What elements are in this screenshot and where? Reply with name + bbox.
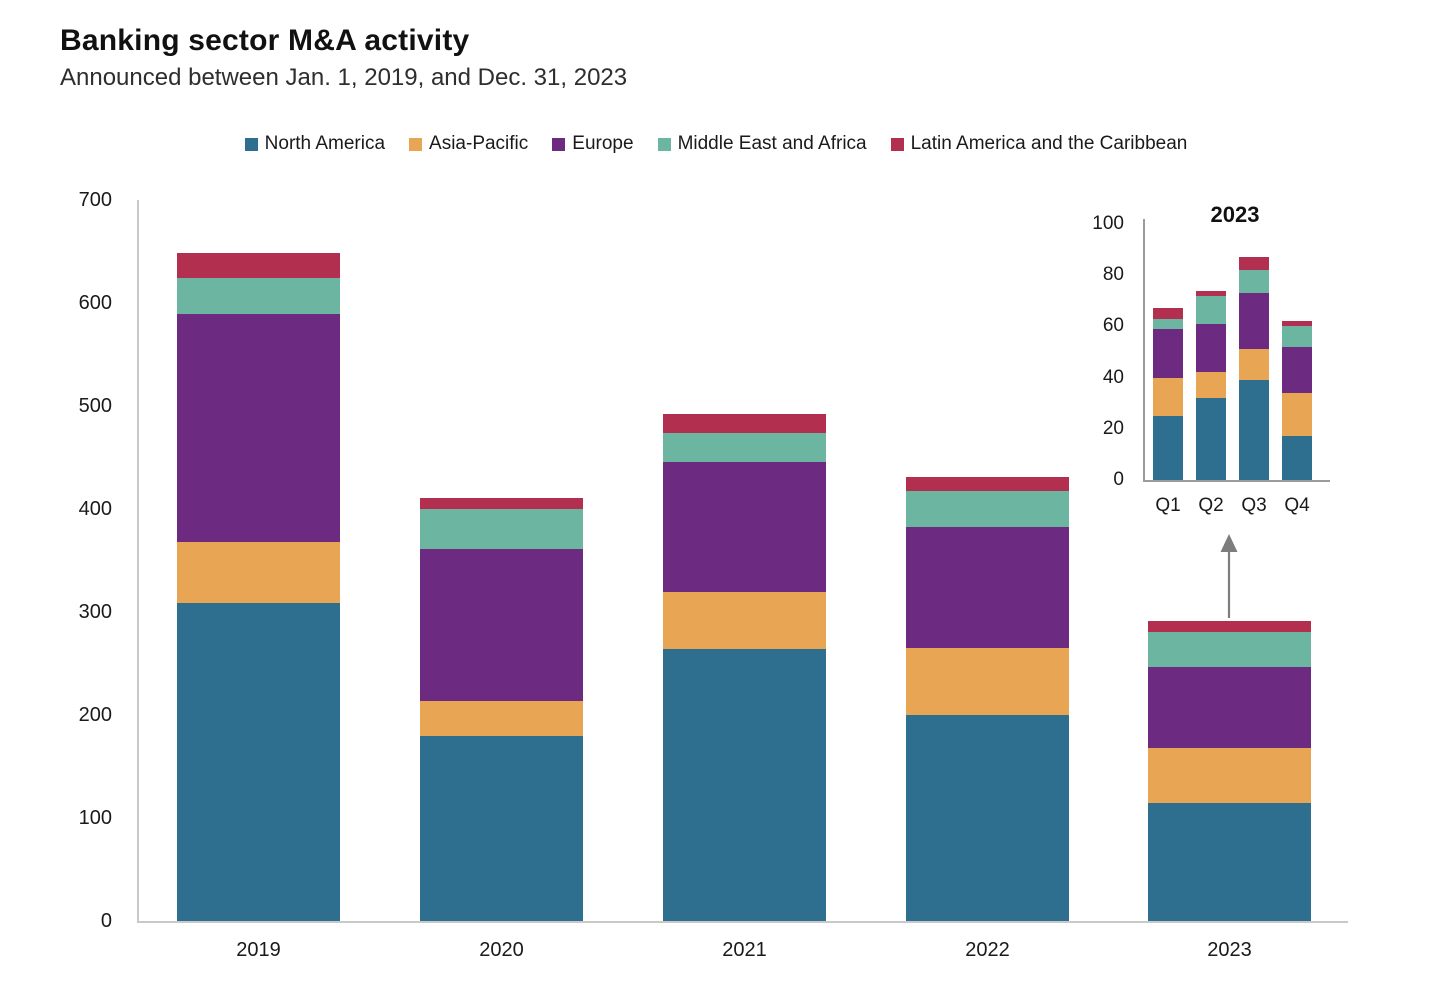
y-tick-label: 60	[1102, 315, 1124, 337]
legend-swatch-icon	[657, 137, 671, 151]
y-tick-label: 100	[1092, 213, 1124, 234]
legend-swatch-icon	[552, 137, 566, 151]
legend-swatch-icon	[244, 137, 258, 151]
bar-segment-2019-latin-america-and-the-caribbean	[177, 252, 340, 279]
y-tick-label: 80	[1102, 264, 1124, 286]
bar-segment-2019-europe	[177, 314, 340, 542]
legend-swatch-icon	[890, 137, 904, 151]
legend-item-label: Asia-Pacific	[429, 133, 529, 154]
bar-segment-2019-middle-east-and-africa	[177, 278, 340, 315]
bar-segment-2021-north-america	[663, 649, 826, 921]
bar-segment-2022-middle-east-and-africa	[906, 491, 1069, 527]
y-tick-label: 40	[1102, 366, 1124, 388]
x-axis-label-q3: Q3	[1241, 495, 1267, 516]
bar-segment-2019-north-america	[177, 602, 340, 921]
bar-segment-2023-north-america	[1148, 802, 1311, 921]
legend-item-latin-america-and-the-caribbean: Latin America and the Caribbean	[890, 133, 1188, 155]
y-axis-line	[1143, 219, 1145, 480]
y-tick-label: 200	[78, 704, 112, 726]
bar-segment-q3-north-america	[1239, 380, 1269, 480]
bar-segment-2022-north-america	[906, 715, 1069, 921]
bar-segment-q3-europe	[1239, 293, 1269, 350]
bar-segment-2020-asia-pacific	[420, 700, 583, 736]
bar-segment-2020-middle-east-and-africa	[420, 509, 583, 550]
x-axis-line	[1143, 480, 1330, 482]
legend-item-label: Middle East and Africa	[677, 133, 867, 154]
bar-segment-q4-north-america	[1282, 436, 1312, 480]
y-tick-label: 400	[78, 498, 112, 520]
bar-segment-2021-asia-pacific	[663, 592, 826, 650]
y-axis-line	[137, 200, 139, 921]
legend: North America Asia-Pacific Europe Middle Ea…	[0, 131, 1432, 157]
legend-swatch-icon	[409, 137, 423, 151]
bar-segment-2019-asia-pacific	[177, 541, 340, 603]
y-tick-label: 600	[78, 292, 112, 314]
inset-chart-title: 2023	[1210, 202, 1260, 227]
x-axis-line	[137, 921, 1348, 923]
x-axis-label-q2: Q2	[1198, 495, 1224, 516]
bar-segment-2023-middle-east-and-africa	[1148, 631, 1311, 667]
bar-segment-q1-middle-east-and-africa	[1153, 318, 1183, 329]
bar-segment-2022-asia-pacific	[906, 648, 1069, 715]
chart-subtitle: Announced between Jan. 1, 2019, and Dec.…	[60, 64, 628, 91]
bar-segment-q4-europe	[1282, 346, 1312, 393]
bar-segment-q3-asia-pacific	[1239, 349, 1269, 381]
y-tick-label: 0	[100, 910, 112, 932]
y-tick-label: 500	[78, 395, 112, 417]
bar-segment-2020-europe	[420, 549, 583, 701]
y-tick-label: 100	[78, 807, 112, 829]
bar-segment-q3-middle-east-and-africa	[1239, 270, 1269, 294]
bar-segment-q2-north-america	[1196, 398, 1226, 480]
bar-segment-q1-europe	[1153, 328, 1183, 378]
x-axis-label-2022: 2022	[965, 939, 1010, 961]
bar-segment-2020-latin-america-and-the-caribbean	[420, 497, 583, 509]
arrow-up-icon	[1220, 534, 1238, 618]
bar-segment-q2-europe	[1196, 323, 1226, 373]
bar-segment-q2-asia-pacific	[1196, 372, 1226, 399]
bar-segment-q4-asia-pacific	[1282, 392, 1312, 437]
bar-segment-2023-latin-america-and-the-caribbean	[1148, 621, 1311, 632]
bar-segment-q2-middle-east-and-africa	[1196, 295, 1226, 324]
x-axis-label-2019: 2019	[236, 939, 281, 961]
legend-item-label: North America	[264, 133, 386, 154]
bar-segment-q1-asia-pacific	[1153, 377, 1183, 416]
y-tick-label: 300	[78, 601, 112, 623]
bar-segment-q1-north-america	[1153, 416, 1183, 480]
bar-segment-2022-europe	[906, 526, 1069, 649]
legend-item-label: Latin America and the Caribbean	[910, 133, 1188, 154]
legend-item-europe: Europe	[552, 133, 634, 155]
bar-segment-2023-europe	[1148, 666, 1311, 748]
y-tick-label: 0	[1113, 469, 1124, 490]
legend-item-label: Europe	[572, 133, 634, 154]
x-axis-label-q1: Q1	[1155, 495, 1181, 516]
bar-segment-2021-latin-america-and-the-caribbean	[663, 414, 826, 433]
x-axis-label-2023: 2023	[1207, 939, 1252, 961]
bar-segment-q4-middle-east-and-africa	[1282, 326, 1312, 347]
bar-segment-2021-middle-east-and-africa	[663, 432, 826, 462]
bar-segment-2021-europe	[663, 461, 826, 593]
x-axis-label-2021: 2021	[722, 939, 767, 961]
legend-item-middle-east-and-africa: Middle East and Africa	[657, 133, 867, 155]
bar-segment-q1-latin-america-and-the-caribbean	[1153, 308, 1183, 319]
bar-segment-2020-north-america	[420, 735, 583, 921]
y-tick-label: 700	[78, 189, 112, 211]
legend-item-asia-pacific: Asia-Pacific	[409, 133, 528, 155]
page-title: Banking sector M&A activity	[60, 24, 470, 57]
bar-segment-2023-asia-pacific	[1148, 747, 1311, 803]
x-axis-label-q4: Q4	[1284, 495, 1310, 516]
bar-segment-2022-latin-america-and-the-caribbean	[906, 477, 1069, 492]
bar-segment-q4-latin-america-and-the-caribbean	[1282, 321, 1312, 327]
x-axis-label-2020: 2020	[479, 939, 524, 961]
bar-segment-q2-latin-america-and-the-caribbean	[1196, 290, 1226, 296]
y-tick-label: 20	[1102, 417, 1124, 439]
legend-item-north-america: North America	[244, 133, 386, 155]
bar-segment-q3-latin-america-and-the-caribbean	[1239, 257, 1269, 271]
